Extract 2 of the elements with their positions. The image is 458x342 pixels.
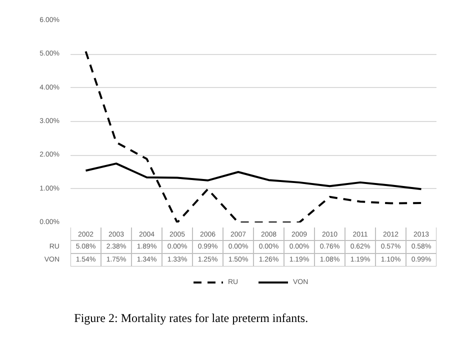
line-series <box>84 50 422 222</box>
caption: Figure 2: Mortality rates for late preterm infants. <box>74 310 308 325</box>
